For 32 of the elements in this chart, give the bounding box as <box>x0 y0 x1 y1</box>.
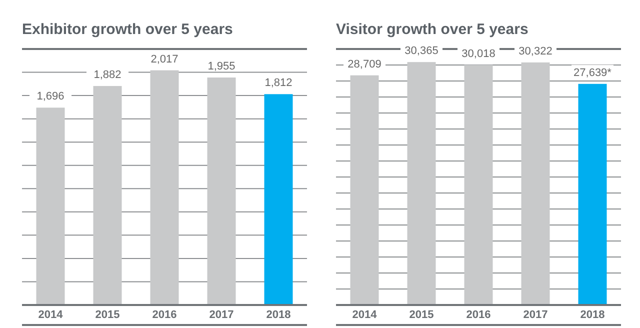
x-tick-label: 2015 <box>409 309 434 321</box>
x-tick-label: 2014 <box>38 309 64 321</box>
data-label: 2,017 <box>150 53 178 66</box>
data-label: 1,812 <box>264 77 292 90</box>
data-label: 30,322 <box>518 45 552 58</box>
bar <box>264 94 293 305</box>
bar <box>407 62 436 305</box>
bar <box>207 78 236 305</box>
x-tick-label: 2014 <box>352 309 378 321</box>
bar <box>521 62 550 305</box>
x-tick-label: 2016 <box>466 309 491 321</box>
x-tick-label: 2017 <box>523 309 548 321</box>
x-tick-label: 2016 <box>152 309 177 321</box>
bar <box>578 84 607 305</box>
bar <box>150 70 179 305</box>
x-tick-label: 2018 <box>580 309 605 321</box>
chart-title: Exhibitor growth over 5 years <box>22 21 233 38</box>
data-label: 1,882 <box>94 69 122 82</box>
chart-title: Visitor growth over 5 years <box>336 21 528 38</box>
data-label: 1,955 <box>208 60 236 73</box>
data-label: 1,696 <box>36 90 64 103</box>
bar <box>93 86 122 305</box>
bar <box>36 108 65 305</box>
data-label: 28,709 <box>348 58 382 70</box>
x-tick-label: 2017 <box>209 309 234 321</box>
x-tick-label: 2015 <box>95 309 120 321</box>
data-label: 30,018 <box>462 48 496 60</box>
data-label: 30,365 <box>404 45 438 58</box>
bar <box>464 64 493 305</box>
data-label: 27,639* <box>574 66 612 79</box>
bar <box>350 75 379 305</box>
x-tick-label: 2018 <box>266 309 291 321</box>
